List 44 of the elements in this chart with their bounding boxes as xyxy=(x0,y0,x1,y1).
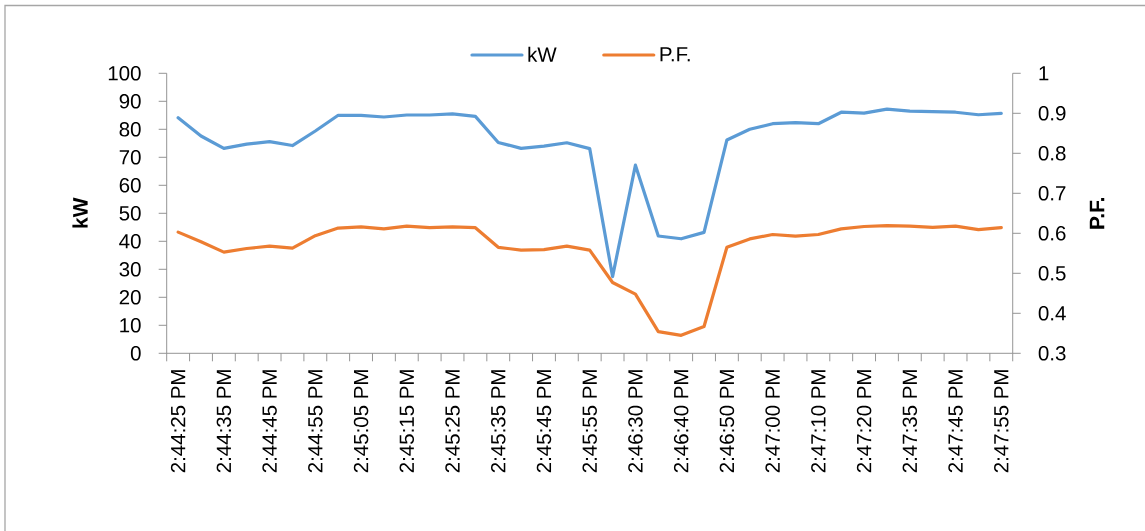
y2-tick-label: 0.7 xyxy=(1038,186,1066,201)
y-tick-label: 100 xyxy=(108,66,141,81)
x-tick-label: 2:44:45 PM xyxy=(262,370,277,473)
line-series xyxy=(176,107,1003,279)
y-tick-label: 40 xyxy=(119,234,141,249)
x-tick-label: 2:47:00 PM xyxy=(765,370,780,473)
x-tick-label: 2:47:20 PM xyxy=(856,370,872,473)
x-tick-label: 2:46:40 PM xyxy=(673,370,689,473)
x-tick-label: 2:46:50 PM xyxy=(719,370,735,473)
y2-tick-label: 0.8 xyxy=(1038,146,1066,161)
x-tick-label: 2:45:55 PM xyxy=(582,370,597,473)
y-tick-label: 70 xyxy=(119,150,141,165)
y2-tick-label: 0.3 xyxy=(1038,346,1066,361)
y-tick-label: 50 xyxy=(119,206,141,221)
x-tick-label: 2:45:45 PM xyxy=(536,370,552,473)
x-tick-label: 2:47:35 PM xyxy=(902,370,918,473)
y-tick-label: 90 xyxy=(119,94,141,109)
y-tick-label: 0 xyxy=(130,346,141,361)
y2-axis-title: P.F. xyxy=(1089,197,1105,229)
x-tick-label: 2:47:55 PM xyxy=(994,370,1009,473)
x-tick-label: 2:44:55 PM xyxy=(308,370,323,473)
y2-tick-label: 0.9 xyxy=(1038,106,1066,121)
x-tick-label: 2:46:30 PM xyxy=(628,370,643,473)
x-tick-label: 2:45:05 PM xyxy=(353,370,369,473)
x-tick-label: 2:47:45 PM xyxy=(948,370,963,473)
x-tick-label: 2:45:25 PM xyxy=(445,370,460,473)
y2-tick-label: 0.4 xyxy=(1038,306,1066,321)
y2-tick-label: 0.5 xyxy=(1038,266,1066,281)
y-tick-label: 10 xyxy=(120,318,141,333)
x-tick-label: 2:45:15 PM xyxy=(399,370,415,473)
y-tick-label: 30 xyxy=(119,262,141,277)
legend-label: kW xyxy=(528,46,557,62)
y2-tick-label: 0.6 xyxy=(1038,226,1066,241)
x-tick-label: 2:47:10 PM xyxy=(811,370,826,473)
x-tick-label: 2:45:35 PM xyxy=(490,370,506,473)
y-tick-label: 60 xyxy=(119,178,141,193)
y2-tick-label: 1 xyxy=(1039,66,1049,81)
y-axis-title: kW xyxy=(72,197,88,228)
y-tick-label: 20 xyxy=(119,290,141,305)
x-tick-label: 2:44:25 PM xyxy=(170,370,186,473)
x-tick-label: 2:44:35 PM xyxy=(216,370,232,473)
legend-label: P.F. xyxy=(660,47,690,62)
line-series xyxy=(176,224,1003,337)
y-tick-label: 80 xyxy=(119,122,141,137)
